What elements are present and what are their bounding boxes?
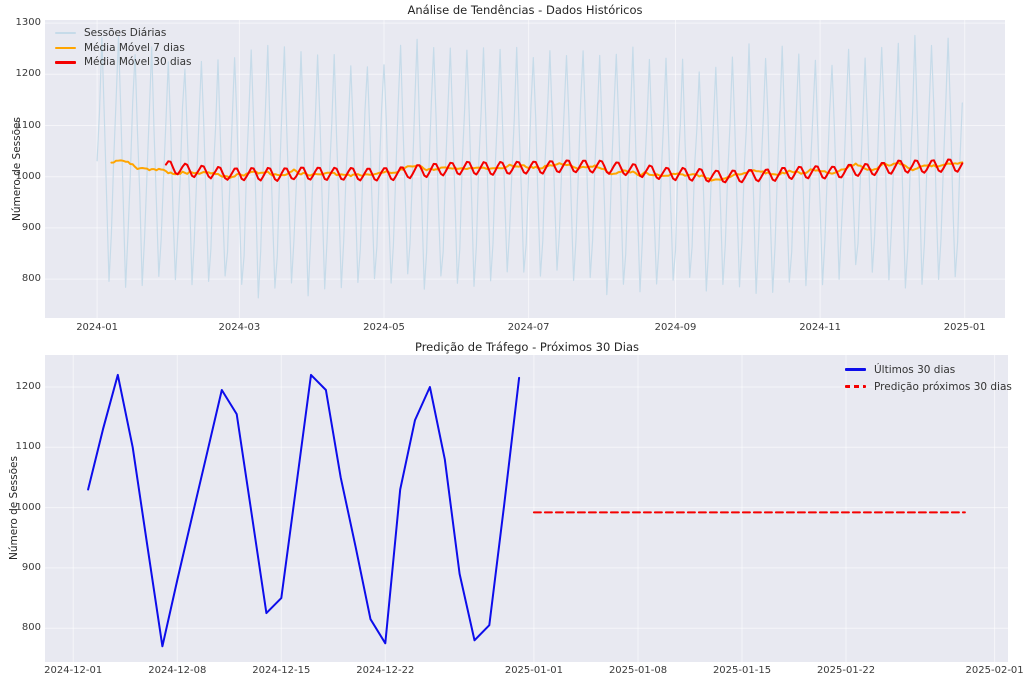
x-tick-label: 2024-11 [799,322,841,333]
x-tick-label: 2024-07 [507,322,550,333]
historical-legend: Sessões Diárias Média Móvel 7 dias Média M… [55,26,191,70]
forecast-next-30-days-legend-swatch [845,385,866,388]
daily-sessions-legend-swatch [55,32,76,35]
y-tick-label: 800 [21,273,41,285]
x-tick-label: 2025-01 [943,322,986,333]
daily-sessions-legend-label: Sessões Diárias [84,27,167,40]
forecast-next-30-days-legend-label: Predição próximos 30 dias [874,380,1012,393]
x-tick-label: 2025-01-22 [816,665,876,676]
x-tick-label: 2024-03 [218,322,261,333]
historical-plot-area [45,20,1005,318]
historical-y-axis-label: Número de Sessões [11,117,23,221]
x-tick-label: 2024-09 [654,322,697,333]
y-tick-label: 1100 [15,119,41,131]
prediction-gridlines [45,355,1008,662]
y-tick-label: 1100 [15,441,41,453]
y-tick-label: 1000 [15,170,41,182]
x-tick-label: 2024-12-08 [148,665,207,676]
legend-item-last-30-days: Últimos 30 dias [845,361,1012,378]
prediction-chart-title: Predição de Tráfego - Próximos 30 Dias [414,340,640,354]
prediction-panel-background [45,355,1008,662]
x-tick-label: 2025-01-01 [504,665,563,676]
legend-item-daily-sessions: Sessões Diárias [55,26,191,41]
moving-average-7d-legend-label: Média Móvel 7 dias [84,41,185,54]
last-30-days-legend-label: Últimos 30 dias [874,363,956,376]
x-tick-label: 2024-01 [76,322,118,333]
last-30-days-line [87,373,521,648]
moving-average-7d-legend-swatch [55,46,76,49]
legend-item-moving-average-30d: Média Móvel 30 dias [55,55,191,70]
legend-item-moving-average-7d: Média Móvel 7 dias [55,41,191,56]
legend-item-forecast-next-30-days: Predição próximos 30 dias [845,378,1012,395]
x-tick-label: 2024-05 [363,322,405,333]
x-tick-label: 2024-12-22 [356,665,415,676]
x-tick-label: 2025-01-08 [608,665,668,676]
y-tick-label: 1000 [15,501,41,513]
moving-average-30d-legend-swatch [55,61,76,64]
y-tick-label: 900 [21,561,41,573]
y-tick-label: 1200 [15,381,41,392]
prediction-legend: Últimos 30 dias Predição próximos 30 dias [845,361,1012,395]
moving-average-30d-line [164,158,964,184]
x-tick-label: 2025-02-01 [965,665,1024,676]
y-tick-label: 900 [21,221,41,233]
y-tick-label: 1300 [15,17,41,29]
x-tick-label: 2024-12-15 [252,665,311,676]
moving-average-30d-legend-label: Média Móvel 30 dias [84,56,192,69]
y-tick-label: 800 [21,622,41,634]
last-30-days-legend-swatch [845,368,866,371]
y-tick-label: 1200 [15,68,41,80]
historical-chart-title: Análise de Tendências - Dados Históricos [407,3,643,17]
prediction-plot-area [45,355,1008,662]
daily-sessions-line [96,34,963,299]
x-tick-label: 2024-12-01 [44,665,103,676]
x-tick-label: 2025-01-15 [712,665,772,676]
